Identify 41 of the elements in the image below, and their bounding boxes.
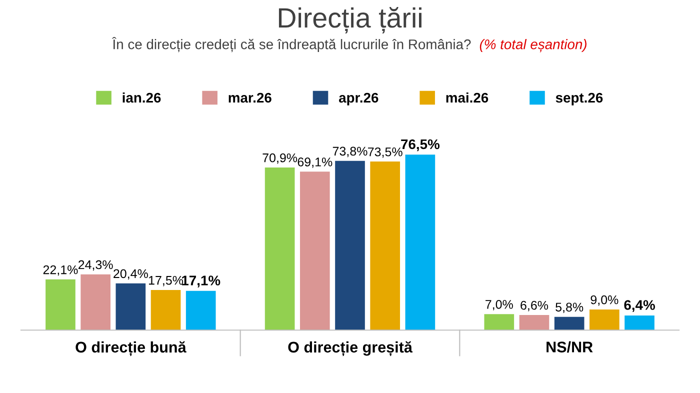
bar bbox=[264, 168, 295, 330]
bar bbox=[300, 172, 330, 330]
bar bbox=[116, 283, 146, 330]
legend-label: mai.26 bbox=[446, 92, 488, 103]
legend-label: mar.26 bbox=[228, 92, 272, 103]
bar bbox=[370, 162, 400, 330]
legend-label: apr.26 bbox=[338, 92, 378, 106]
data-label: 7,0% bbox=[486, 300, 513, 310]
data-label: 17,5% bbox=[148, 276, 184, 286]
data-label: 20,4% bbox=[114, 269, 148, 280]
chart-title: Direcția țării bbox=[278, 7, 422, 34]
data-label: 73,5% bbox=[368, 147, 402, 158]
data-label: 9,0% bbox=[590, 295, 618, 306]
bar bbox=[624, 315, 654, 330]
data-label: 24,3% bbox=[78, 260, 113, 271]
legend-label: sept.26 bbox=[556, 92, 603, 106]
text: (% total eșantion) bbox=[480, 39, 586, 52]
bar bbox=[519, 314, 550, 330]
bar bbox=[335, 160, 365, 330]
data-label: 22,1% bbox=[43, 265, 78, 276]
legend-label: ian.26 bbox=[122, 92, 161, 103]
bar bbox=[46, 279, 76, 330]
bar bbox=[484, 314, 514, 330]
data-label: 69,1% bbox=[298, 158, 332, 168]
bar bbox=[186, 290, 216, 330]
x-tick-label: O direcție greșită bbox=[288, 341, 413, 356]
bar bbox=[405, 154, 436, 330]
bar bbox=[554, 316, 584, 330]
bar bbox=[80, 274, 110, 330]
x-tick-label: O direcție bună bbox=[76, 341, 186, 356]
data-label: 70,9% bbox=[262, 153, 298, 164]
data-label: 17,1% bbox=[182, 276, 220, 288]
bar bbox=[590, 309, 620, 330]
data-label: 6,4% bbox=[624, 300, 655, 312]
x-tick-label: NS/NR bbox=[546, 341, 593, 353]
data-label: 76,5% bbox=[401, 139, 440, 152]
data-label: 5,8% bbox=[556, 302, 584, 314]
chart-subtitle: În ce direcție credeți că se îndreaptă lucrurile în România? bbox=[112, 36, 471, 52]
data-label: 73,8% bbox=[332, 146, 368, 158]
data-label: 6,6% bbox=[520, 300, 548, 312]
bar bbox=[150, 290, 181, 330]
